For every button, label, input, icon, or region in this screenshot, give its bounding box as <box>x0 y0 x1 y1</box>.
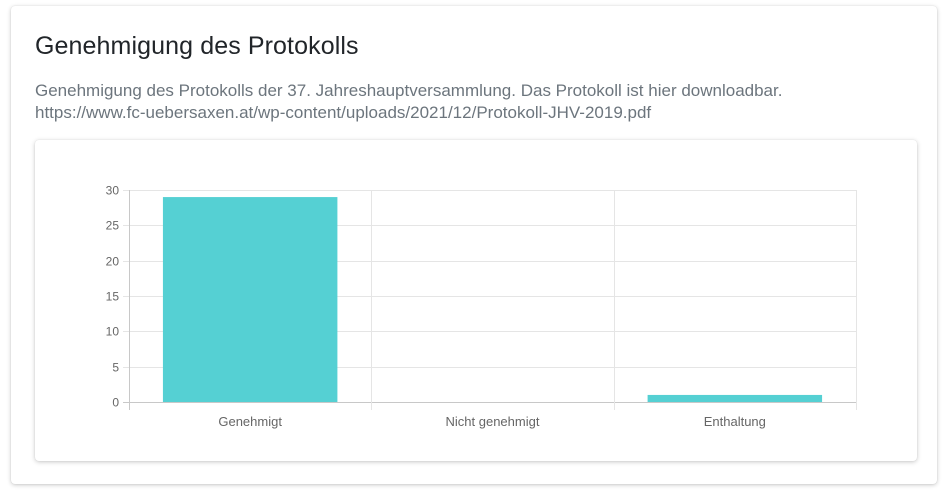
poll-title: Genehmigung des Protokolls <box>35 32 359 60</box>
y-tick-label: 20 <box>106 255 120 269</box>
poll-description-text: Genehmigung des Protokolls der 37. Jahre… <box>35 81 783 100</box>
y-tick-label: 25 <box>106 219 120 233</box>
y-tick-label: 10 <box>106 325 120 339</box>
chart-card: 0 5 10 15 20 25 30 Genehmigt Nicht genehmigt Enth… <box>35 140 917 461</box>
y-tick-label: 0 <box>112 396 119 410</box>
y-tick-label: 30 <box>106 184 120 198</box>
bar-enthaltung <box>647 394 823 402</box>
protocol-download-url: https://www.fc-uebersaxen.at/wp-content/… <box>35 103 652 122</box>
y-tick-label: 15 <box>106 290 120 304</box>
x-category-label: Genehmigt <box>218 414 282 429</box>
bar-genehmigt <box>162 197 338 402</box>
poll-description: Genehmigung des Protokolls der 37. Jahre… <box>35 80 915 124</box>
bar-chart: 0 5 10 15 20 25 30 Genehmigt Nicht genehmigt Enth… <box>106 184 857 429</box>
x-category-label: Nicht genehmigt <box>446 414 540 429</box>
poll-card: Genehmigung des Protokolls Genehmigung d… <box>11 6 937 484</box>
x-category-label: Enthaltung <box>704 414 766 429</box>
y-tick-label: 5 <box>112 361 119 375</box>
